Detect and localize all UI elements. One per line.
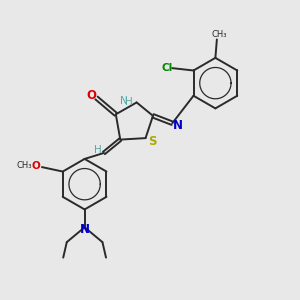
Text: N: N bbox=[173, 119, 183, 132]
Text: N: N bbox=[80, 223, 90, 236]
Text: Cl: Cl bbox=[161, 62, 172, 73]
Text: O: O bbox=[86, 88, 96, 101]
Text: O: O bbox=[31, 161, 40, 171]
Text: S: S bbox=[148, 135, 156, 148]
Text: CH₃: CH₃ bbox=[212, 30, 227, 39]
Text: N: N bbox=[120, 96, 128, 106]
Text: CH₃: CH₃ bbox=[17, 161, 32, 170]
Text: H: H bbox=[125, 97, 133, 107]
Text: H: H bbox=[94, 145, 101, 155]
